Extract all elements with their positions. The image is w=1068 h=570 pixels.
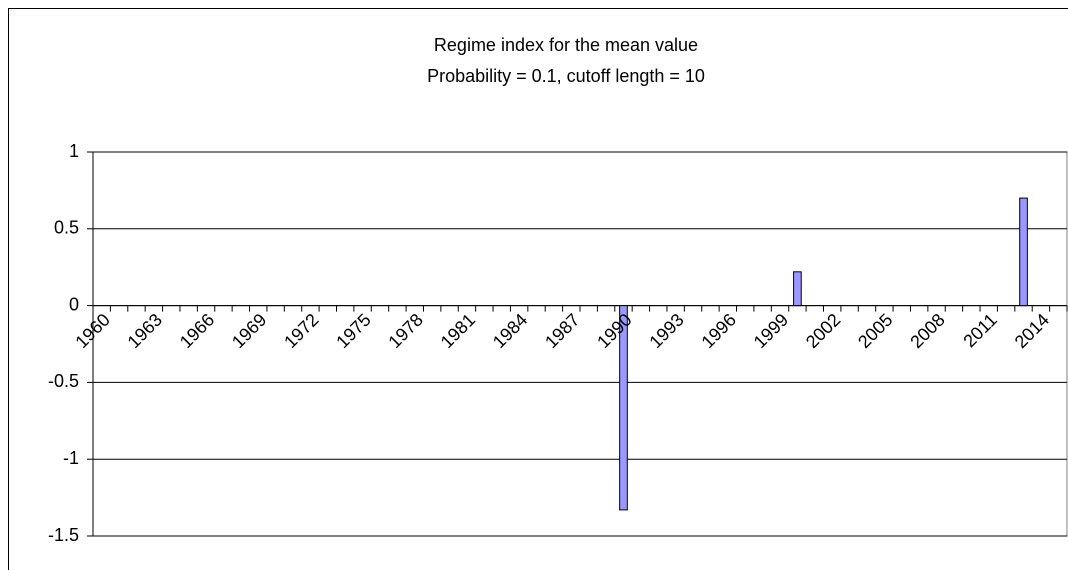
y-tick-label: 1 bbox=[69, 141, 79, 161]
y-tick-label: -1 bbox=[63, 448, 79, 468]
chart-title: Regime index for the mean value bbox=[434, 35, 698, 55]
y-tick-label: 0.5 bbox=[54, 218, 79, 238]
y-tick-label: -0.5 bbox=[48, 371, 79, 391]
y-tick-label: 0 bbox=[69, 294, 79, 314]
bar bbox=[1019, 197, 1028, 307]
bar bbox=[619, 305, 628, 511]
y-tick-label: -1.5 bbox=[48, 525, 79, 545]
chart-subtitle: Probability = 0.1, cutoff length = 10 bbox=[427, 66, 705, 86]
bar bbox=[793, 271, 802, 307]
plot-area bbox=[92, 151, 1068, 537]
